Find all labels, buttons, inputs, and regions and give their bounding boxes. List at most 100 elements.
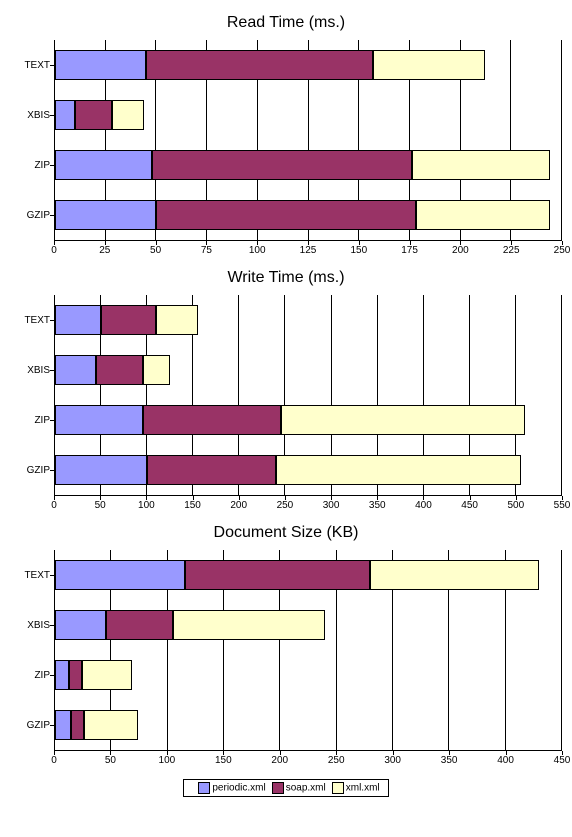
category-label: TEXT (10, 40, 50, 90)
category-label: GZIP (10, 446, 50, 496)
category-label: TEXT (10, 550, 50, 600)
bar-segment (55, 305, 101, 335)
chart-title: Read Time (ms.) (10, 14, 562, 32)
category-label: ZIP (10, 651, 50, 701)
bar-segment (373, 50, 485, 80)
x-tick-label: 150 (215, 755, 232, 766)
x-tick-label: 175 (401, 245, 418, 256)
chart-0: Read Time (ms.)TEXTXBISZIPGZIP0255075100… (10, 14, 562, 261)
y-axis-labels: TEXTXBISZIPGZIP (10, 295, 54, 496)
x-axis: 0255075100125150175200225250 (54, 241, 562, 261)
bar-segment (156, 305, 197, 335)
legend-swatch (198, 782, 210, 794)
bars-container (55, 295, 562, 495)
x-tick-label: 100 (138, 500, 155, 511)
category-label: XBIS (10, 600, 50, 650)
bar-segment (276, 455, 520, 485)
bar-segment (69, 660, 83, 690)
legend: periodic.xmlsoap.xmlxml.xml (10, 779, 562, 797)
bar-row (55, 560, 562, 590)
bar-segment (55, 405, 143, 435)
bar-segment (106, 610, 174, 640)
x-tick-label: 300 (323, 500, 340, 511)
bar-segment (55, 560, 185, 590)
bar-row (55, 405, 562, 435)
x-tick-label: 200 (271, 755, 288, 766)
bar-row (55, 50, 562, 80)
bar-segment (75, 100, 112, 130)
bar-segment (147, 455, 276, 485)
bar-segment (185, 560, 371, 590)
x-tick-label: 0 (51, 755, 57, 766)
category-label: ZIP (10, 141, 50, 191)
x-tick-label: 225 (503, 245, 520, 256)
x-tick-label: 75 (201, 245, 212, 256)
bar-row (55, 355, 562, 385)
chart-1: Write Time (ms.)TEXTXBISZIPGZIP050100150… (10, 269, 562, 516)
bar-segment (55, 100, 75, 130)
x-tick-label: 300 (384, 755, 401, 766)
x-tick-label: 100 (249, 245, 266, 256)
bar-segment (84, 710, 138, 740)
x-tick-label: 50 (95, 500, 106, 511)
category-label: TEXT (10, 295, 50, 345)
bar-segment (143, 405, 281, 435)
bars-container (55, 40, 562, 240)
legend-swatch (332, 782, 344, 794)
x-axis: 050100150200250300350400450500550 (54, 496, 562, 516)
bar-row (55, 305, 562, 335)
x-tick-label: 350 (369, 500, 386, 511)
bar-segment (173, 610, 325, 640)
legend-label: periodic.xml (212, 783, 265, 794)
bar-segment (370, 560, 539, 590)
bar-segment (55, 710, 71, 740)
x-tick-label: 250 (554, 245, 571, 256)
bar-segment (412, 150, 550, 180)
chart-title: Document Size (KB) (10, 524, 562, 542)
bar-segment (156, 200, 416, 230)
x-tick-label: 150 (350, 245, 367, 256)
bar-row (55, 710, 562, 740)
bar-segment (55, 200, 156, 230)
bar-row (55, 660, 562, 690)
category-label: XBIS (10, 345, 50, 395)
legend-swatch (272, 782, 284, 794)
bar-segment (112, 100, 144, 130)
x-tick-label: 550 (554, 500, 571, 511)
x-tick-label: 250 (277, 500, 294, 511)
bar-segment (416, 200, 550, 230)
bar-row (55, 610, 562, 640)
x-tick-label: 500 (507, 500, 524, 511)
y-axis-labels: TEXTXBISZIPGZIP (10, 550, 54, 751)
x-tick-label: 400 (497, 755, 514, 766)
x-tick-label: 0 (51, 245, 57, 256)
bar-row (55, 200, 562, 230)
chart-title: Write Time (ms.) (10, 269, 562, 287)
bar-segment (55, 455, 147, 485)
x-tick-label: 150 (184, 500, 201, 511)
x-tick-label: 25 (99, 245, 110, 256)
category-label: ZIP (10, 396, 50, 446)
x-tick-label: 0 (51, 500, 57, 511)
bar-segment (143, 355, 171, 385)
x-tick-label: 350 (441, 755, 458, 766)
category-label: GZIP (10, 701, 50, 751)
bar-segment (96, 355, 142, 385)
bars-container (55, 550, 562, 750)
bar-segment (281, 405, 525, 435)
bar-row (55, 100, 562, 130)
x-tick-label: 450 (461, 500, 478, 511)
bar-segment (101, 305, 156, 335)
legend-label: xml.xml (346, 783, 380, 794)
bar-segment (55, 50, 146, 80)
x-tick-label: 50 (105, 755, 116, 766)
bar-row (55, 455, 562, 485)
bar-segment (152, 150, 412, 180)
x-tick-label: 100 (159, 755, 176, 766)
bar-row (55, 150, 562, 180)
category-label: XBIS (10, 90, 50, 140)
bar-segment (71, 710, 85, 740)
x-axis: 050100150200250300350400450 (54, 751, 562, 771)
plot-area (54, 295, 562, 496)
bar-segment (55, 660, 69, 690)
